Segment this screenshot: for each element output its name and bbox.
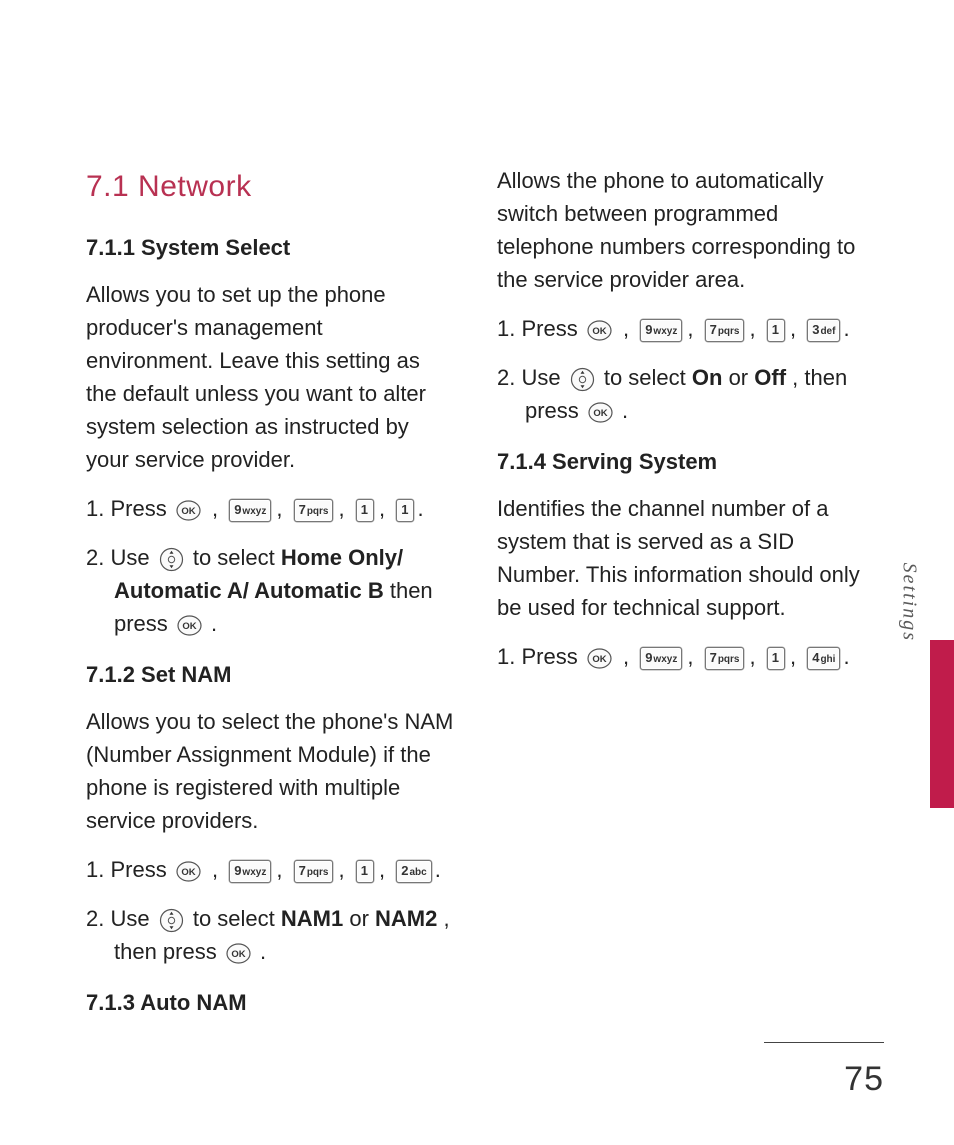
para-712: Allows you to select the phone's NAM (Nu… [86,705,455,837]
ok-key-icon: OK [176,859,201,884]
keypad-1-icon: 1 [356,860,374,883]
keypad-1-icon: 1 [356,499,374,522]
keypad-2-icon: 2abc [396,860,431,883]
keypad-9-icon: 9wxyz [640,319,682,342]
heading-713: 7.1.3 Auto NAM [86,986,455,1019]
ok-key-icon: OK [588,400,613,425]
heading-712: 7.1.2 Set NAM [86,658,455,691]
keypad-3-icon: 3def [807,319,840,342]
nav-key-icon [570,367,595,392]
para-713: Allows the phone to automatically switch… [497,164,866,296]
keypad-4-icon: 4ghi [807,647,840,670]
svg-text:OK: OK [592,326,606,337]
page-body: 7.1 Network 7.1.1 System Select Allows y… [86,164,866,1034]
keypad-7-icon: 7pqrs [705,319,745,342]
nav-key-icon [159,547,184,572]
step-714-1: 1. Press OK , 9wxyz, 7pqrs, 1, 4ghi. [497,640,866,673]
step-713-2: 2. Use to select On or Off , then press … [497,361,866,427]
step-712-1: 1. Press OK , 9wxyz, 7pqrs, 1, 2abc. [86,853,455,886]
svg-text:OK: OK [592,654,606,665]
footer-rule [764,1042,884,1043]
nav-key-icon [159,908,184,933]
page-number: 75 [844,1054,884,1105]
thumb-tab-label: Settings [894,563,924,642]
heading-711: 7.1.1 System Select [86,231,455,264]
keypad-1-icon: 1 [767,647,785,670]
keypad-1-icon: 1 [396,499,414,522]
ok-key-icon: OK [176,498,201,523]
para-714: Identifies the channel number of a syste… [497,492,866,624]
section-title: 7.1 Network [86,164,455,209]
svg-text:OK: OK [231,949,245,960]
ok-key-icon: OK [587,646,612,671]
heading-714: 7.1.4 Serving System [497,445,866,478]
keypad-7-icon: 7pqrs [294,499,334,522]
svg-text:OK: OK [593,408,607,419]
keypad-9-icon: 9wxyz [229,860,271,883]
keypad-7-icon: 7pqrs [705,647,745,670]
step-711-1: 1. Press OK , 9wxyz, 7pqrs, 1, 1. [86,492,455,525]
para-711: Allows you to set up the phone producer'… [86,278,455,476]
step-711-2: 2. Use to select Home Only/ Automatic A/… [86,541,455,640]
keypad-1-icon: 1 [767,319,785,342]
keypad-9-icon: 9wxyz [229,499,271,522]
svg-text:OK: OK [181,867,195,878]
step-712-2: 2. Use to select NAM1 or NAM2 , then pre… [86,902,455,968]
ok-key-icon: OK [226,941,251,966]
svg-text:OK: OK [181,506,195,517]
keypad-9-icon: 9wxyz [640,647,682,670]
svg-text:OK: OK [182,621,196,632]
thumb-tab [930,640,954,808]
ok-key-icon: OK [177,613,202,638]
keypad-7-icon: 7pqrs [294,860,334,883]
ok-key-icon: OK [587,318,612,343]
step-713-1: 1. Press OK , 9wxyz, 7pqrs, 1, 3def. [497,312,866,345]
